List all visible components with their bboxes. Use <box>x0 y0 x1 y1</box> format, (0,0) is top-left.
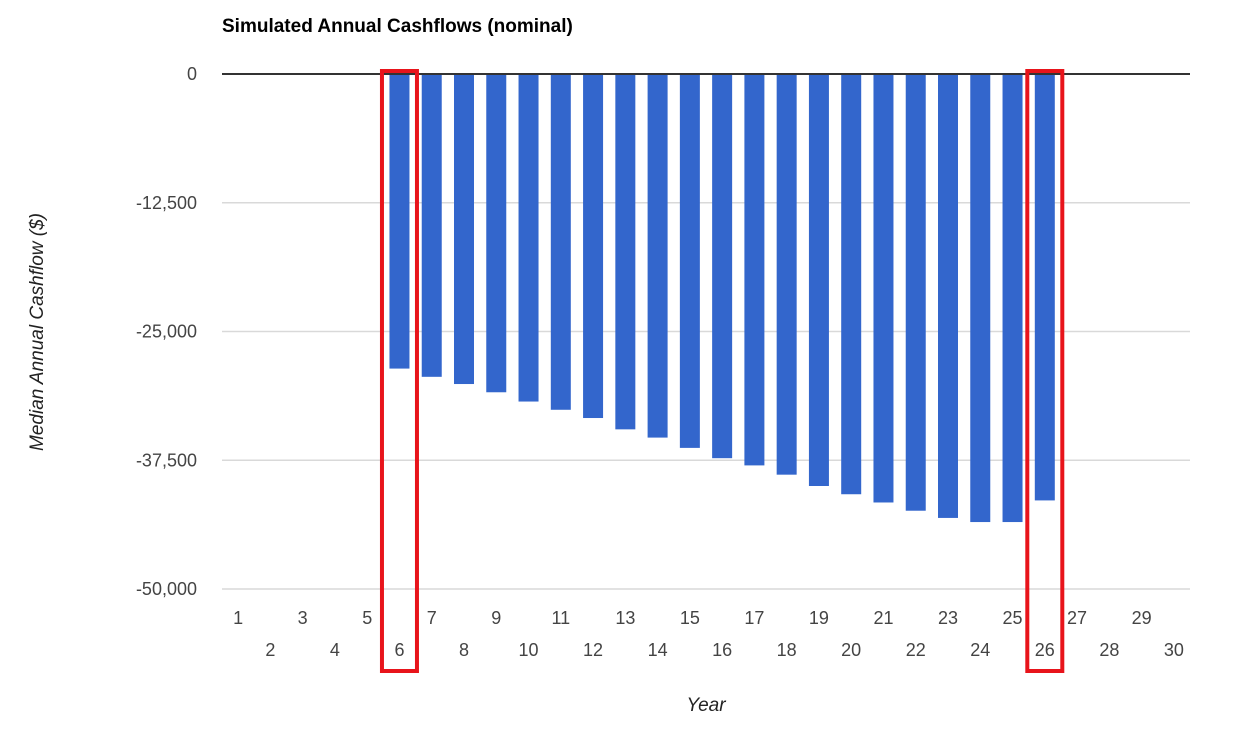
x-tick-label: 12 <box>583 640 603 660</box>
bar-year-17 <box>744 74 765 466</box>
x-tick-label: 28 <box>1099 640 1119 660</box>
bar-year-11 <box>550 74 571 410</box>
highlight-boxes <box>379 69 1065 673</box>
bars <box>389 74 1055 523</box>
x-tick-label: 25 <box>1003 608 1023 628</box>
x-tick-label: 14 <box>648 640 668 660</box>
x-tick-label: 7 <box>427 608 437 628</box>
x-tick-label: 13 <box>615 608 635 628</box>
bar-year-21 <box>873 74 894 503</box>
chart-title: Simulated Annual Cashflows (nominal) <box>222 16 573 37</box>
bar-year-24 <box>970 74 991 523</box>
x-tick-label: 18 <box>777 640 797 660</box>
bar-year-12 <box>583 74 604 419</box>
y-tick-label: -25,000 <box>136 322 197 342</box>
bar-year-7 <box>421 74 442 377</box>
x-tick-label: 26 <box>1035 640 1055 660</box>
x-tick-label: 19 <box>809 608 829 628</box>
x-axis-label: Year <box>686 695 726 716</box>
x-tick-label: 20 <box>841 640 861 660</box>
bar-year-14 <box>647 74 668 438</box>
bar-year-6 <box>389 74 410 369</box>
bar-year-23 <box>938 74 958 518</box>
x-tick-label: 29 <box>1132 608 1152 628</box>
x-tick-label: 16 <box>712 640 732 660</box>
bar-year-16 <box>712 74 733 459</box>
x-tick-label: 5 <box>362 608 372 628</box>
highlight-box-year-26 <box>1025 69 1065 673</box>
x-tick-label: 3 <box>298 608 308 628</box>
x-tick-label: 17 <box>744 608 764 628</box>
bar-year-20 <box>841 74 862 495</box>
x-tick-labels: 1234567891011121314151617181920212223242… <box>233 608 1184 660</box>
x-tick-label: 27 <box>1067 608 1087 628</box>
x-tick-label: 9 <box>491 608 501 628</box>
x-tick-label: 10 <box>519 640 539 660</box>
x-tick-label: 22 <box>906 640 926 660</box>
y-tick-label: -50,000 <box>136 579 197 599</box>
bar-year-22 <box>905 74 926 511</box>
x-tick-label: 21 <box>873 608 893 628</box>
x-tick-label: 2 <box>265 640 275 660</box>
x-tick-label: 1 <box>233 608 243 628</box>
bar-year-13 <box>615 74 636 430</box>
bar-year-9 <box>486 74 507 393</box>
bar-year-26 <box>1034 74 1055 501</box>
y-tick-label: -37,500 <box>136 450 197 470</box>
bar-year-10 <box>518 74 539 402</box>
bar-year-8 <box>454 74 474 385</box>
bar-year-15 <box>679 74 700 448</box>
y-tick-labels: 0 -12,500 -25,000 -37,500 -50,000 <box>136 64 197 599</box>
x-tick-label: 23 <box>938 608 958 628</box>
x-tick-label: 30 <box>1164 640 1184 660</box>
y-axis-label: Median Annual Cashflow ($) <box>27 213 48 451</box>
x-tick-label: 6 <box>394 640 404 660</box>
bar-year-25 <box>1002 74 1023 523</box>
x-tick-label: 4 <box>330 640 340 660</box>
highlight-box-year-6 <box>379 69 419 673</box>
x-tick-label: 24 <box>970 640 990 660</box>
x-tick-label: 15 <box>680 608 700 628</box>
bar-year-19 <box>808 74 829 486</box>
y-tick-label: -12,500 <box>136 193 197 213</box>
x-tick-label: 11 <box>551 608 570 628</box>
x-tick-label: 8 <box>459 640 469 660</box>
y-tick-label: 0 <box>187 64 197 84</box>
bar-year-18 <box>776 74 797 475</box>
